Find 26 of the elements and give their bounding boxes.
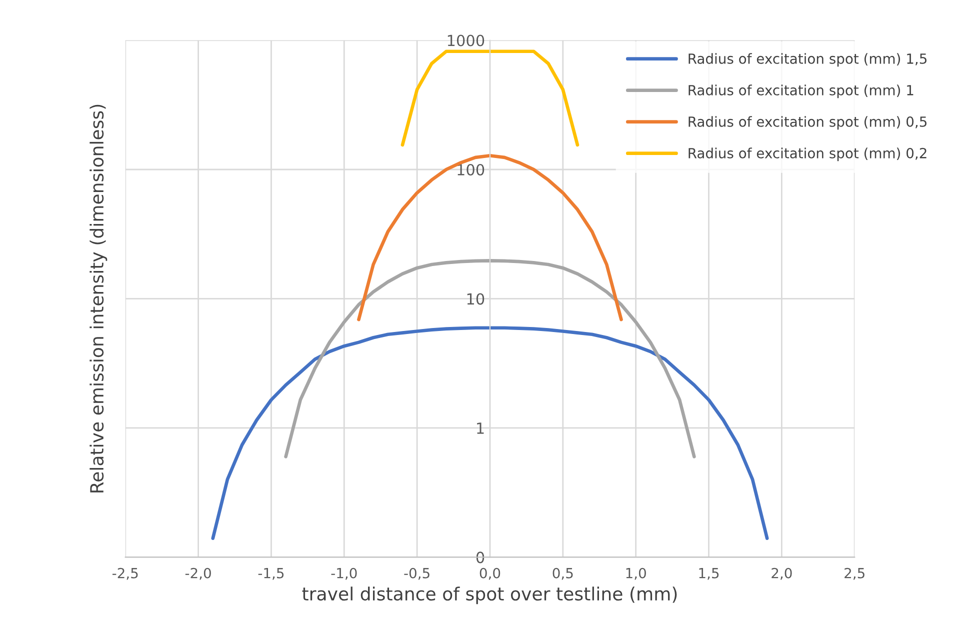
line-series: [211, 326, 769, 540]
legend-label: Radius of excitation spot (mm) 1,5: [688, 53, 926, 67]
x-tick-label: -2,0: [185, 568, 211, 580]
line-series: [400, 50, 580, 147]
y-axis-title: Relative emission intensity (dimensionless): [90, 104, 108, 492]
line-series: [284, 259, 696, 458]
x-tick-label: -1,0: [331, 568, 357, 580]
legend-label: Radius of excitation spot (mm) 0,2: [688, 148, 926, 162]
x-tick-label: -2,5: [112, 568, 138, 580]
y-tick-label: 1000: [448, 34, 484, 46]
x-tick-label: 2,5: [844, 568, 864, 580]
x-tick-label: 0,0: [480, 568, 500, 580]
y-tick-label: 10: [467, 293, 484, 305]
line-series: [357, 154, 623, 322]
x-tick-label: -0,5: [404, 568, 430, 580]
y-tick-label: 1: [477, 422, 484, 434]
x-tick-label: 1,5: [699, 568, 719, 580]
x-tick-label: 2,0: [772, 568, 792, 580]
x-axis-title: travel distance of spot over testline (mm): [302, 586, 677, 604]
x-tick-label: 0,5: [552, 568, 573, 580]
y-tick-label: 100: [458, 164, 484, 176]
y-tick-label: 0: [476, 552, 484, 564]
legend-label: Radius of excitation spot (mm) 0,5: [688, 116, 926, 130]
x-tick-label: -1,5: [258, 568, 284, 580]
x-tick-label: 1,0: [626, 568, 646, 580]
legend-label: Radius of excitation spot (mm) 1: [688, 84, 914, 98]
